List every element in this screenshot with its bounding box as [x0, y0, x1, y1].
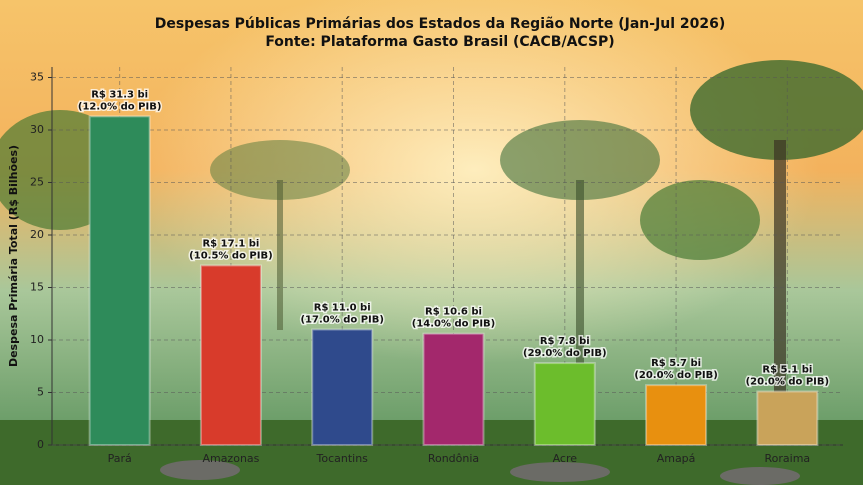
- x-tick-label: Amazonas: [202, 452, 259, 465]
- y-tick-label: 10: [30, 333, 44, 346]
- value-label: R$ 5.1 bi: [762, 364, 812, 375]
- x-tick-label: Pará: [108, 452, 132, 465]
- pib-share-label: (14.0% do PIB): [412, 319, 496, 330]
- y-tick-label: 30: [30, 123, 44, 136]
- y-axis-label: Despesa Primária Total (R$ Bilhões): [7, 145, 20, 367]
- value-label: R$ 10.6 bi: [425, 307, 482, 318]
- y-tick-label: 20: [30, 228, 44, 241]
- pib-share-label: (12.0% do PIB): [78, 101, 162, 112]
- bar: [199, 264, 262, 447]
- x-tick-label: Rondônia: [428, 452, 479, 465]
- bar: [88, 115, 151, 446]
- bar: [311, 328, 374, 446]
- bar: [533, 362, 596, 447]
- pib-share-label: (29.0% do PIB): [523, 348, 607, 359]
- chart-title: Despesas Públicas Primárias dos Estados …: [155, 16, 726, 32]
- bar: [422, 332, 485, 447]
- x-tick-label: Tocantins: [316, 452, 369, 465]
- x-tick-label: Roraima: [765, 452, 811, 465]
- y-tick-label: 25: [30, 176, 44, 189]
- chart-subtitle: Fonte: Plataforma Gasto Brasil (CACB/ACS…: [265, 34, 614, 50]
- x-tick-label: Amapá: [657, 452, 696, 465]
- value-label: R$ 31.3 bi: [91, 89, 148, 100]
- bar: [756, 390, 819, 447]
- value-label: R$ 11.0 bi: [314, 303, 371, 314]
- x-tick-label: Acre: [553, 452, 578, 465]
- y-tick-label: 35: [30, 71, 44, 84]
- value-label: R$ 5.7 bi: [651, 358, 701, 369]
- pib-share-label: (17.0% do PIB): [300, 315, 384, 326]
- bar: [645, 384, 708, 446]
- y-tick-label: 0: [37, 438, 44, 451]
- y-tick-label: 15: [30, 281, 44, 294]
- pib-share-label: (20.0% do PIB): [746, 376, 830, 387]
- y-tick-label: 5: [37, 386, 44, 399]
- pib-share-label: (10.5% do PIB): [189, 250, 273, 261]
- pib-share-label: (20.0% do PIB): [634, 370, 718, 381]
- value-label: R$ 17.1 bi: [202, 238, 259, 249]
- value-label: R$ 7.8 bi: [540, 336, 590, 347]
